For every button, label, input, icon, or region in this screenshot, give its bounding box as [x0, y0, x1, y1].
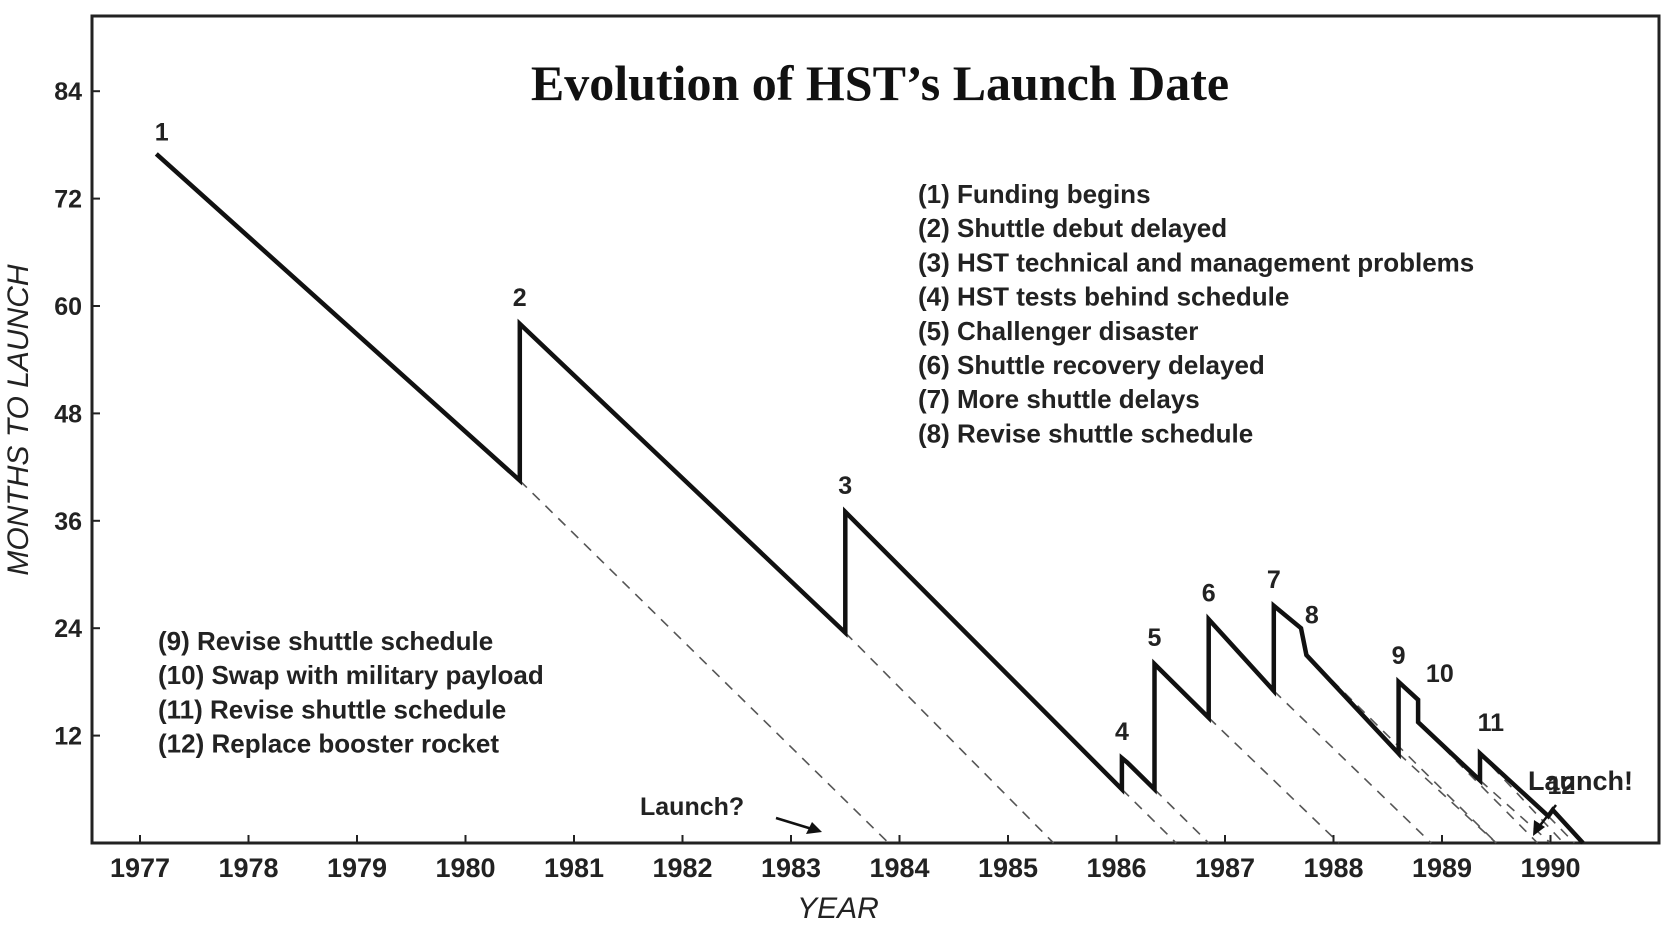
x-tick-label: 1983 [761, 853, 821, 883]
event-label-3: 3 [838, 472, 852, 500]
y-axis-title: MONTHS TO LAUNCH [2, 264, 35, 575]
x-tick-label: 1978 [218, 853, 278, 883]
legend-item: (1) Funding begins [918, 179, 1151, 209]
y-tick-label: 84 [54, 78, 82, 106]
event-label-7: 7 [1267, 566, 1281, 594]
x-axis-title: YEAR [797, 892, 879, 925]
event-label-11: 11 [1478, 709, 1505, 737]
projection-line-3 [1121, 788, 1177, 844]
x-tick-label: 1987 [1195, 853, 1255, 883]
x-tick-label: 1989 [1412, 853, 1472, 883]
y-tick-label: 36 [54, 508, 82, 536]
y-tick-label: 48 [54, 400, 82, 428]
x-tick-label: 1981 [544, 853, 604, 883]
x-tick-label: 1982 [652, 853, 712, 883]
launch-question-annotation: Launch? [640, 793, 822, 834]
launch-actual-label: Launch! [1528, 766, 1633, 796]
projection-line-5 [1208, 717, 1340, 844]
event-label-8: 8 [1305, 602, 1319, 630]
projection-line-10 [1479, 779, 1552, 844]
x-tick-label: 1977 [110, 853, 170, 883]
legend-item: (2) Shuttle debut delayed [918, 213, 1227, 243]
event-label-10: 10 [1426, 660, 1454, 688]
launch-question-arrow [775, 816, 813, 831]
projection-line-6 [1273, 690, 1432, 844]
event-label-6: 6 [1202, 579, 1216, 607]
event-label-1: 1 [155, 118, 169, 146]
y-tick-label: 24 [54, 615, 82, 643]
projection-line-1 [519, 479, 890, 844]
event-label-12: 12 [1547, 772, 1575, 800]
projection-line-8 [1398, 752, 1497, 844]
legend-item: (5) Challenger disaster [918, 316, 1198, 346]
event-label-2: 2 [513, 284, 527, 312]
schedule-line [154, 152, 1585, 845]
projection-lines [519, 479, 1575, 844]
legend-item: (6) Shuttle recovery delayed [918, 350, 1265, 380]
legend-upper: (1) Funding begins (2) Shuttle debut dela… [918, 179, 1474, 448]
x-tick-label: 1990 [1520, 853, 1580, 883]
x-tick-label: 1986 [1086, 853, 1146, 883]
legend-item: (12) Replace booster rocket [158, 729, 499, 759]
legend-item: (8) Revise shuttle schedule [918, 418, 1253, 448]
legend-item: (10) Swap with military payload [158, 660, 544, 690]
chart-title: Evolution of HST’s Launch Date [531, 55, 1229, 111]
launch-question-arrowhead [806, 822, 822, 834]
y-tick-label: 60 [54, 293, 82, 321]
launch-actual-arrow [1537, 804, 1557, 829]
legend-item: (7) More shuttle delays [918, 384, 1200, 414]
legend-item: (4) HST tests behind schedule [918, 282, 1289, 312]
launch-actual-annotation: Launch! [1528, 766, 1633, 836]
event-label-4: 4 [1115, 718, 1129, 746]
projection-line-4 [1153, 788, 1210, 844]
y-tick-label: 12 [54, 723, 82, 751]
event-label-5: 5 [1148, 624, 1162, 652]
legend-item: (11) Revise shuttle schedule [158, 694, 506, 724]
launch-actual-arrowhead [1533, 820, 1545, 836]
plot-frame [90, 14, 1661, 845]
x-tick-label: 1984 [869, 853, 929, 883]
launch-question-label: Launch? [640, 793, 744, 821]
x-axis-ticks: 1977 1978 1979 1980 1981 1982 1983 1984 1985 1986… [110, 835, 1581, 883]
projection-line-2 [844, 632, 1055, 844]
legend-lower: (9) Revise shuttle schedule (10) Swap wit… [158, 626, 544, 759]
event-label-9: 9 [1392, 642, 1406, 670]
legend-item: (3) HST technical and management problem… [918, 247, 1474, 277]
legend-item: (9) Revise shuttle schedule [158, 626, 493, 656]
projection-line-12 [1547, 815, 1575, 844]
x-tick-label: 1988 [1303, 853, 1363, 883]
x-tick-label: 1979 [327, 853, 387, 883]
x-tick-label: 1980 [435, 853, 495, 883]
x-tick-label: 1985 [978, 853, 1038, 883]
y-axis-ticks: 12 24 36 48 60 72 84 [54, 78, 100, 751]
y-tick-label: 72 [54, 186, 82, 214]
